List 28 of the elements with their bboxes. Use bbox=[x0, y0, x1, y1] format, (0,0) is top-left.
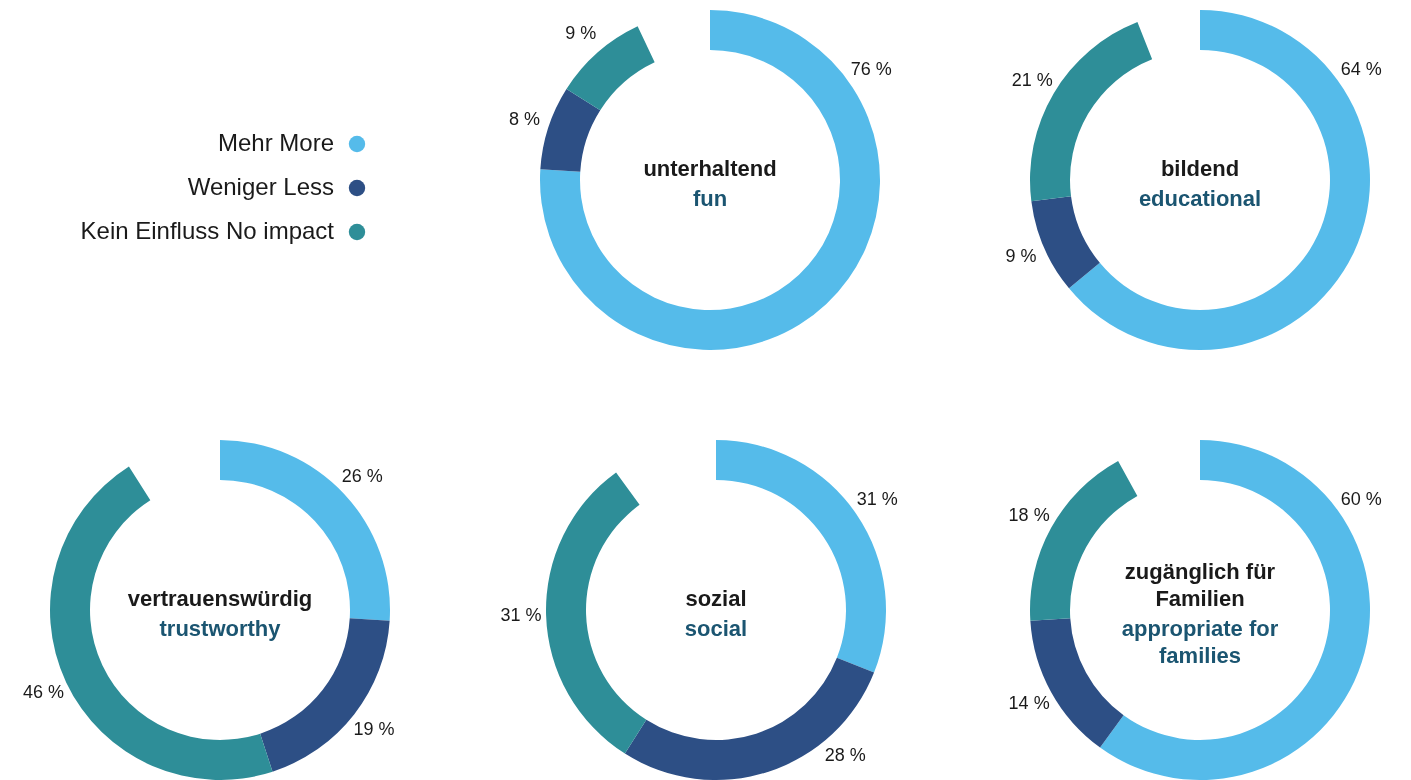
data-label: 46 % bbox=[23, 682, 65, 703]
data-label: 9 % bbox=[1005, 246, 1037, 267]
data-label: 64 % bbox=[1340, 59, 1382, 80]
data-label: 19 % bbox=[353, 718, 395, 739]
text: educational bbox=[1138, 186, 1262, 211]
data-label: 26 % bbox=[341, 465, 383, 486]
text: social bbox=[684, 616, 748, 641]
data-label: 9 % bbox=[565, 23, 597, 43]
data-label: 8 % bbox=[509, 108, 541, 129]
text: bildend bbox=[1160, 156, 1240, 181]
data-label: 21 % bbox=[1011, 69, 1053, 90]
text: fun bbox=[692, 186, 728, 211]
data-label: 76 % bbox=[850, 59, 892, 80]
data-label: 14 % bbox=[1008, 692, 1050, 713]
text: trustworthy bbox=[159, 616, 282, 641]
legend-label: Mehr More bbox=[217, 129, 334, 156]
text: vertrauenswürdig bbox=[127, 586, 313, 611]
legend-label: Weniger Less bbox=[187, 173, 334, 200]
text: zugänglich für Familien bbox=[1124, 559, 1276, 611]
data-label: 18 % bbox=[1008, 505, 1050, 526]
text: appropriate for families bbox=[1121, 616, 1279, 668]
text: unterhaltend bbox=[643, 156, 777, 181]
text: sozial bbox=[685, 586, 747, 611]
data-label: 31 % bbox=[856, 489, 898, 510]
legend-label: Kein Einfluss No impact bbox=[80, 217, 335, 244]
data-label: 28 % bbox=[824, 745, 866, 765]
data-label: 31 % bbox=[500, 605, 542, 626]
data-label: 60 % bbox=[1340, 489, 1382, 510]
